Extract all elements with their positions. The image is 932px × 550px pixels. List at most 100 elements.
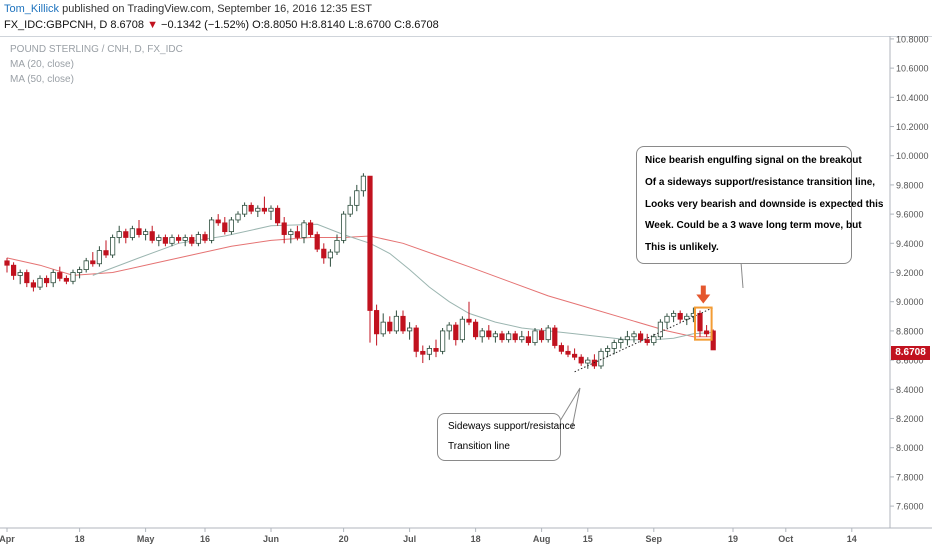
chart-legend-title: POUND STERLING / CNH, D, FX_IDC (10, 44, 183, 55)
trendline-callout[interactable]: Sideways support/resistance Transition l… (437, 413, 575, 461)
bullish-candle (195, 234, 201, 244)
price-tick-label: 7.6000 (896, 502, 924, 512)
bullish-candle (50, 272, 56, 284)
bullish-candle (406, 327, 413, 332)
signal-arrow-shaft (700, 285, 706, 295)
bullish-candle (426, 348, 433, 355)
bearish-candle (248, 204, 254, 212)
chart-header: Tom_Killick published on TradingView.com… (0, 0, 932, 37)
bearish-candle (525, 336, 532, 343)
time-tick-label: 20 (339, 534, 349, 544)
breakout-line-3: Looks very bearish and downside is expec… (645, 199, 884, 210)
time-tick-label: Sep (646, 534, 663, 544)
bullish-candle (479, 330, 485, 338)
bullish-candle (327, 251, 334, 259)
bullish-candle (96, 250, 102, 265)
bullish-candle (17, 272, 23, 276)
time-tick-label: 14 (847, 534, 857, 544)
chart-overlays (559, 261, 744, 429)
bullish-candle (611, 342, 617, 349)
bearish-candle (373, 310, 380, 335)
bullish-candle (354, 190, 360, 206)
bullish-candle (519, 336, 525, 341)
bearish-candle (539, 330, 545, 341)
time-tick-label: Jun (263, 534, 279, 544)
symbol-line: FX_IDC:GBPCNH, D 8.6708 ▼ −0.1342 (−1.52… (4, 19, 439, 31)
bearish-candle (44, 277, 50, 284)
legend-ma20[interactable]: MA (20, close) (10, 59, 74, 70)
bearish-candle (704, 330, 710, 335)
bearish-candle (261, 207, 268, 212)
trendline-line-2: Transition line (448, 441, 510, 452)
bullish-candle (110, 237, 116, 256)
bearish-candle (149, 231, 155, 241)
bearish-candle (10, 264, 17, 276)
bearish-candle (103, 250, 109, 256)
bullish-candle (684, 315, 690, 320)
bullish-candle (235, 213, 241, 221)
bearish-candle (162, 237, 168, 244)
author-link[interactable]: Tom_Killick (4, 3, 60, 15)
bullish-candle (631, 333, 637, 338)
bearish-candle (307, 222, 314, 235)
price-tick-label: 10.4000 (896, 93, 929, 103)
bullish-candle (83, 260, 89, 270)
bearish-candle (222, 222, 228, 233)
time-tick-label: 18 (75, 534, 85, 544)
breakout-line-1: Nice bearish engulfing signal on the bre… (645, 155, 862, 166)
bullish-candle (657, 321, 664, 338)
bearish-candle (63, 277, 69, 282)
bullish-candle (70, 272, 76, 282)
bullish-candle (255, 207, 261, 212)
last-price: 8.6708 (110, 19, 145, 31)
bullish-candle (77, 269, 83, 273)
bearish-candle (123, 231, 129, 238)
close-value: C:8.6708 (394, 19, 439, 31)
bullish-candle (208, 219, 215, 241)
price-tick-label: 10.0000 (896, 151, 929, 161)
bullish-candle (334, 239, 340, 253)
publish-line: Tom_Killick published on TradingView.com… (4, 3, 372, 15)
bullish-candle (241, 204, 248, 215)
legend-ma50[interactable]: MA (50, close) (10, 74, 74, 85)
bearish-candle (413, 327, 419, 352)
bullish-candle (664, 315, 670, 323)
bearish-candle (578, 356, 584, 364)
bearish-candle (30, 282, 37, 288)
signal-arrow-icon (696, 294, 711, 304)
time-tick-label: 19 (728, 534, 738, 544)
price-tick-label: 7.8000 (896, 472, 924, 482)
bullish-candle (439, 330, 446, 352)
bullish-candle (671, 312, 677, 317)
bullish-candle (268, 207, 274, 212)
time-tick-label: 16 (200, 534, 210, 544)
time-tick-label: 18 (471, 534, 481, 544)
bearish-candle (136, 228, 142, 235)
open-value: O:8.8050 (252, 19, 298, 31)
ma20-line (92, 223, 714, 341)
bearish-candle (189, 237, 195, 244)
bullish-candle (142, 231, 149, 235)
last-price-tag: 8.6708 (891, 346, 930, 360)
down-arrow-icon: ▼ (147, 19, 158, 31)
bullish-candle (532, 330, 538, 343)
time-tick-label: 15 (583, 534, 593, 544)
bearish-candle (466, 318, 472, 323)
bearish-candle (644, 339, 650, 343)
bearish-candle (512, 333, 518, 341)
bearish-candle (314, 234, 320, 250)
candlestick-chart[interactable]: 10.8000 10.6000 10.4000 10.2000 10.0000 9.800… (0, 36, 932, 550)
candles (4, 173, 716, 369)
support-resistance-trendline (574, 307, 714, 373)
breakout-callout-pointer (740, 261, 744, 289)
bearish-candle (486, 330, 492, 338)
bullish-candle (37, 277, 43, 288)
breakout-callout[interactable]: Nice bearish engulfing signal on the bre… (636, 146, 883, 264)
bearish-candle (400, 315, 406, 332)
bullish-candle (618, 339, 624, 343)
bearish-candle (638, 333, 644, 341)
bearish-candle (420, 350, 426, 355)
bullish-candle (288, 231, 294, 235)
bearish-candle (472, 321, 479, 338)
price-tick-label: 10.8000 (896, 36, 929, 44)
